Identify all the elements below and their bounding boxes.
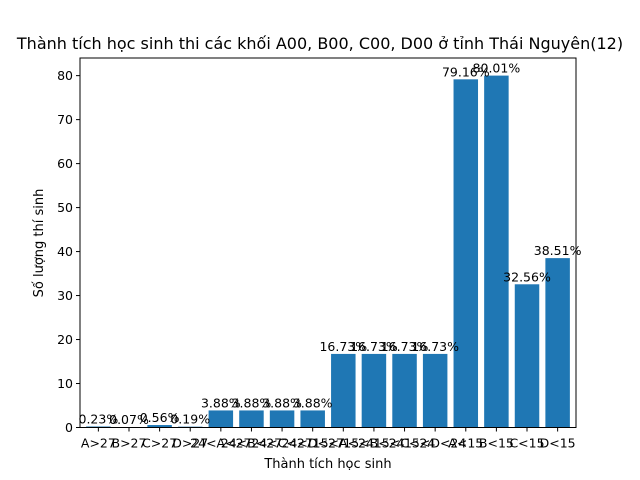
bar-9 [361,353,387,428]
x-tick-label-1: B>27 [112,436,147,451]
x-tick-label-3: D>27 [172,436,208,451]
data-label-5: 3.88% [232,395,272,410]
data-label-11: 16.73% [411,339,459,354]
data-label-9: 16.73% [350,339,398,354]
bars-group [86,75,570,428]
y-axis-label: Số lượng thí sinh [32,189,47,298]
bar-7 [300,410,325,428]
bar-10 [392,353,417,428]
bar-12 [453,79,479,428]
x-axis-ticks: A>27B>27C>27D>2724<A<2724<B<2724<C<2724<… [81,427,576,451]
data-label-3: 0.19% [170,412,210,427]
y-tick-label-1: 10 [57,376,73,391]
data-label-4: 3.88% [201,395,241,410]
data-label-8: 16.73% [319,339,367,354]
x-tick-label-10: 15<C<24 [374,436,436,451]
y-axis-ticks: 0 10 20 30 40 50 60 70 80 [57,68,80,435]
bar-5 [239,410,264,428]
x-tick-label-0: A>27 [81,436,116,451]
bar-15 [545,258,570,428]
data-label-2: 0.56% [140,410,180,425]
bar-14 [514,284,540,428]
data-label-7: 3.88% [293,395,333,410]
bar-6 [269,410,295,428]
y-tick-label-4: 40 [57,244,73,259]
y-tick-label-7: 70 [57,112,73,127]
x-tick-label-2: C>27 [142,436,177,451]
data-label-15: 38.51% [534,243,582,258]
x-tick-label-14: C<15 [509,436,544,451]
data-label-13: 80.01% [473,61,521,76]
x-tick-label-8: 15<A<24 [313,436,374,451]
x-tick-label-7: 24<D<27 [281,436,343,451]
bar-0 [86,426,111,428]
x-tick-label-5: 24<B<27 [221,436,282,451]
data-label-6: 3.88% [262,395,302,410]
chart-title: Thành tích học sinh thi các khối A00, B0… [16,34,623,53]
x-tick-label-9: 15<B<24 [343,436,404,451]
data-label-10: 16.73% [381,339,429,354]
data-label-1: 0.07% [109,412,149,427]
data-labels-group: 0.23%0.07%0.56%0.19%3.88%3.88%3.88%3.88%… [79,61,582,428]
y-tick-label-3: 30 [57,288,73,303]
x-axis-label: Thành tích học sinh [263,457,391,472]
data-label-0: 0.23% [79,411,119,426]
bar-11 [422,353,448,428]
bar-2 [147,425,172,428]
x-tick-label-13: B<15 [479,436,514,451]
bar-8 [331,353,356,428]
y-tick-label-0: 0 [65,420,73,435]
x-tick-label-15: D<15 [540,436,576,451]
y-tick-label-2: 20 [57,332,73,347]
data-label-12: 79.16% [442,64,490,79]
x-tick-label-6: 24<C<27 [251,436,313,451]
plot-frame [79,57,577,428]
bar-13 [484,75,509,428]
y-tick-label-8: 80 [57,68,73,83]
y-tick-label-6: 60 [57,156,73,171]
bar-4 [208,410,234,428]
x-tick-label-11: 15<D<24 [404,436,466,451]
data-label-14: 32.56% [503,269,551,284]
x-tick-label-4: 24<A<27 [190,436,251,451]
y-tick-label-5: 50 [57,200,73,215]
x-tick-label-12: A<15 [448,436,483,451]
